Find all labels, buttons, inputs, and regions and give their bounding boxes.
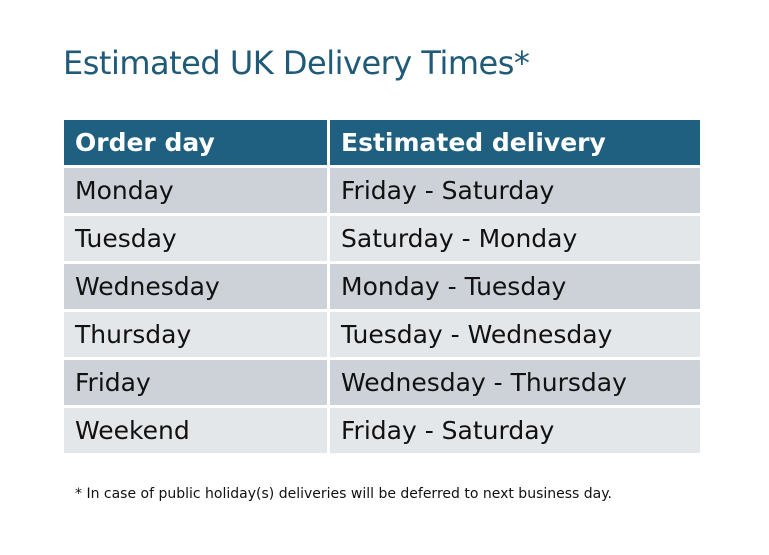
- delivery-times-table: Order day Estimated delivery Monday Frida…: [61, 117, 703, 456]
- order-day-cell: Monday: [64, 168, 327, 213]
- table-row: Friday Wednesday - Thursday: [64, 360, 700, 405]
- table-row: Wednesday Monday - Tuesday: [64, 264, 700, 309]
- footnote: * In case of public holiday(s) deliverie…: [75, 486, 612, 502]
- order-day-cell: Tuesday: [64, 216, 327, 261]
- table-header-row: Order day Estimated delivery: [64, 120, 700, 165]
- header-estimated-delivery: Estimated delivery: [330, 120, 700, 165]
- order-day-cell: Friday: [64, 360, 327, 405]
- header-order-day: Order day: [64, 120, 327, 165]
- order-day-cell: Wednesday: [64, 264, 327, 309]
- delivery-cell: Saturday - Monday: [330, 216, 700, 261]
- delivery-cell: Monday - Tuesday: [330, 264, 700, 309]
- delivery-cell: Wednesday - Thursday: [330, 360, 700, 405]
- table-row: Thursday Tuesday - Wednesday: [64, 312, 700, 357]
- delivery-cell: Friday - Saturday: [330, 408, 700, 453]
- delivery-cell: Tuesday - Wednesday: [330, 312, 700, 357]
- order-day-cell: Thursday: [64, 312, 327, 357]
- table-row: Monday Friday - Saturday: [64, 168, 700, 213]
- order-day-cell: Weekend: [64, 408, 327, 453]
- table-row: Weekend Friday - Saturday: [64, 408, 700, 453]
- table-row: Tuesday Saturday - Monday: [64, 216, 700, 261]
- delivery-cell: Friday - Saturday: [330, 168, 700, 213]
- page-title: Estimated UK Delivery Times*: [63, 44, 530, 82]
